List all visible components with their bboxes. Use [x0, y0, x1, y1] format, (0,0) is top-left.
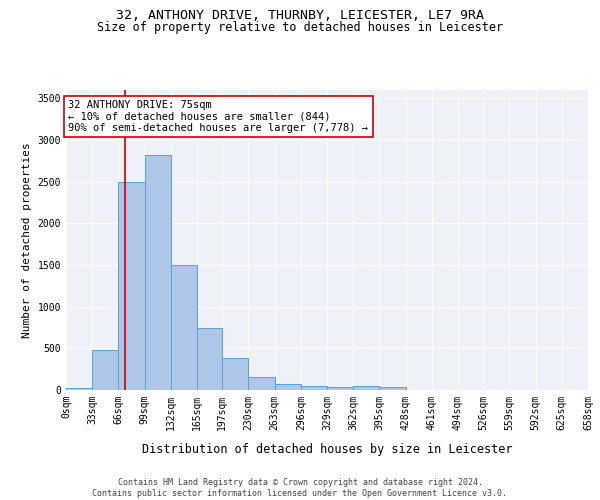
Text: 32 ANTHONY DRIVE: 75sqm
← 10% of detached houses are smaller (844)
90% of semi-d: 32 ANTHONY DRIVE: 75sqm ← 10% of detache… [68, 100, 368, 133]
Bar [171, 265, 197, 390]
Bar [275, 384, 301, 390]
Bar [379, 386, 406, 390]
Text: Size of property relative to detached houses in Leicester: Size of property relative to detached ho… [97, 21, 503, 34]
Text: Contains HM Land Registry data © Crown copyright and database right 2024.
Contai: Contains HM Land Registry data © Crown c… [92, 478, 508, 498]
Bar [248, 377, 275, 390]
Bar [92, 350, 118, 390]
Bar [301, 386, 327, 390]
Text: Distribution of detached houses by size in Leicester: Distribution of detached houses by size … [142, 442, 512, 456]
Bar [118, 182, 145, 390]
Bar [197, 328, 222, 390]
Bar [353, 386, 379, 390]
Text: 32, ANTHONY DRIVE, THURNBY, LEICESTER, LE7 9RA: 32, ANTHONY DRIVE, THURNBY, LEICESTER, L… [116, 9, 484, 22]
Bar [66, 388, 92, 390]
Bar [327, 386, 353, 390]
Bar [222, 358, 248, 390]
Y-axis label: Number of detached properties: Number of detached properties [22, 142, 32, 338]
Bar [145, 155, 171, 390]
